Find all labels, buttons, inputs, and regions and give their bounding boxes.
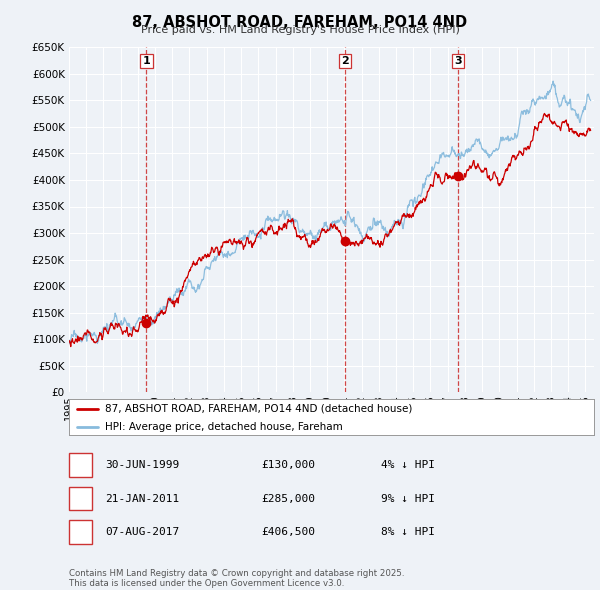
Text: 87, ABSHOT ROAD, FAREHAM, PO14 4ND (detached house): 87, ABSHOT ROAD, FAREHAM, PO14 4ND (deta… <box>105 404 412 414</box>
Text: Price paid vs. HM Land Registry's House Price Index (HPI): Price paid vs. HM Land Registry's House … <box>140 25 460 35</box>
Text: £285,000: £285,000 <box>261 494 315 503</box>
Text: 1: 1 <box>76 458 85 471</box>
Text: 07-AUG-2017: 07-AUG-2017 <box>105 527 179 537</box>
Text: 21-JAN-2011: 21-JAN-2011 <box>105 494 179 503</box>
Text: 30-JUN-1999: 30-JUN-1999 <box>105 460 179 470</box>
Text: 2: 2 <box>341 56 349 66</box>
Text: £406,500: £406,500 <box>261 527 315 537</box>
Text: Contains HM Land Registry data © Crown copyright and database right 2025.
This d: Contains HM Land Registry data © Crown c… <box>69 569 404 588</box>
Text: 1: 1 <box>143 56 151 66</box>
Text: HPI: Average price, detached house, Fareham: HPI: Average price, detached house, Fare… <box>105 422 343 432</box>
Text: 3: 3 <box>454 56 462 66</box>
Text: 3: 3 <box>76 526 85 539</box>
Text: 2: 2 <box>76 492 85 505</box>
Text: 9% ↓ HPI: 9% ↓ HPI <box>381 494 435 503</box>
Text: £130,000: £130,000 <box>261 460 315 470</box>
Text: 8% ↓ HPI: 8% ↓ HPI <box>381 527 435 537</box>
Text: 87, ABSHOT ROAD, FAREHAM, PO14 4ND: 87, ABSHOT ROAD, FAREHAM, PO14 4ND <box>133 15 467 30</box>
Text: 4% ↓ HPI: 4% ↓ HPI <box>381 460 435 470</box>
